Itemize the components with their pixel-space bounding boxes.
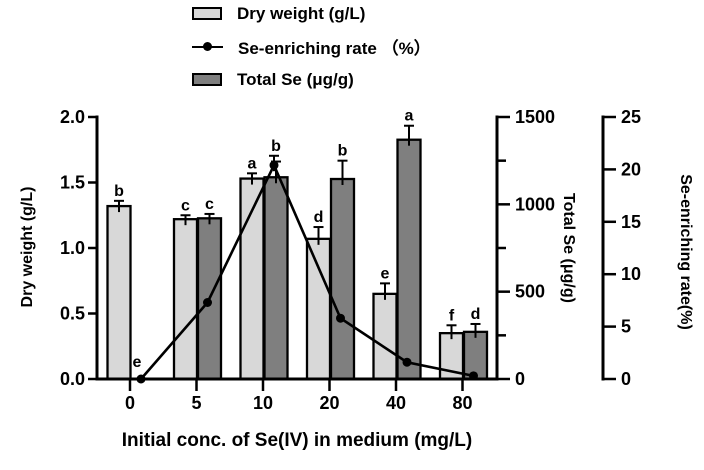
- se-rate-axis-tick-label: 0: [621, 369, 631, 389]
- total-se-axis-title: Total Se (μg/g): [560, 193, 577, 303]
- significance-letter: b: [114, 183, 124, 200]
- se-rate-point-20: [336, 313, 345, 323]
- legend-item-dry-weight: Dry weight (g/L): [192, 2, 431, 25]
- bar-dry-weight-5: [172, 218, 199, 381]
- legend-label: Se-enriching rate （%）: [238, 39, 431, 58]
- bar-total-se-40: [396, 138, 422, 381]
- se-rate-axis-tick-label: 5: [621, 317, 631, 337]
- bar-dry-weight-40: [372, 292, 398, 381]
- se-rate-line: [140, 162, 474, 380]
- se-rate-axis-tick-label: 10: [621, 264, 641, 284]
- total-se-axis-tick-label: 1000: [515, 194, 555, 214]
- x-axis-tick-label: 5: [191, 393, 201, 413]
- se-rate-point-40: [402, 357, 412, 367]
- total-se-axis-tick-label: 0: [515, 369, 525, 389]
- significance-letter: a: [405, 108, 414, 125]
- total-se-axis-tick-label: 500: [515, 282, 545, 302]
- legend-label: Total Se (μg/g): [237, 69, 354, 89]
- significance-letter: f: [449, 307, 455, 324]
- dry-weight-swatch-icon: [192, 7, 222, 20]
- bar-total-se-20: [329, 177, 356, 381]
- chart-legend: Dry weight (g/L) Se-enriching rate （%） T…: [192, 2, 431, 101]
- x-axis-tick-label: 20: [319, 393, 339, 413]
- significance-letter: a: [248, 155, 257, 172]
- x-axis-tick-label: 40: [386, 393, 406, 413]
- legend-label: Dry weight (g/L): [237, 3, 366, 23]
- x-axis-title: Initial conc. of Se(IV) in medium (mg/L): [121, 430, 473, 451]
- significance-letter: d: [314, 209, 324, 226]
- left-axis-title: Dry weight (g/L): [19, 186, 36, 308]
- significance-letter: b: [338, 143, 348, 160]
- significance-letter: e: [381, 265, 390, 282]
- x-axis-tick-label: 0: [125, 393, 135, 413]
- left-axis-tick-label: 1.5: [60, 173, 85, 193]
- se-rate-axis-title: Se-enriching rate(%): [677, 174, 694, 330]
- significance-letter: b: [271, 138, 281, 155]
- se-rate-axis-tick-label: 15: [621, 212, 641, 232]
- se-rate-line-swatch-icon: [192, 41, 223, 51]
- se-rate-axis-tick-label: 25: [621, 107, 641, 127]
- x-axis-tick-label: 10: [253, 393, 273, 413]
- se-rate-point-5: [203, 297, 212, 307]
- left-axis-tick-label: 0.5: [60, 304, 85, 324]
- legend-item-se-rate: Se-enriching rate （%）: [192, 35, 431, 58]
- left-axis-tick-label: 1.0: [60, 238, 85, 258]
- bar-total-se-10: [263, 176, 289, 381]
- significance-letter: e: [133, 354, 142, 371]
- se-rate-axis-tick-label: 20: [621, 159, 641, 179]
- bar-dry-weight-20: [305, 237, 332, 381]
- bar-dry-weight-0: [106, 204, 132, 381]
- significance-letter: c: [205, 196, 214, 213]
- total-se-swatch-icon: [192, 73, 222, 86]
- left-axis-tick-label: 0.0: [60, 369, 85, 389]
- x-axis-tick-label: 80: [452, 393, 472, 413]
- se-rate-point-10: [269, 160, 279, 170]
- left-axis-tick-label: 2.0: [60, 107, 85, 127]
- significance-letter: c: [181, 197, 190, 214]
- significance-letter: d: [471, 306, 481, 323]
- legend-item-total-se: Total Se (μg/g): [192, 68, 431, 91]
- total-se-axis-tick-label: 1500: [515, 107, 555, 127]
